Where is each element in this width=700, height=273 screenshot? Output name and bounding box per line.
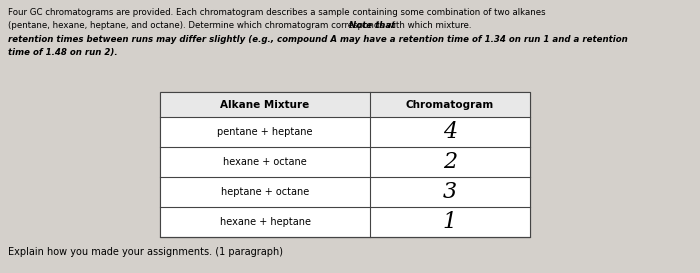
Text: pentane + heptane: pentane + heptane <box>217 127 313 137</box>
Bar <box>160 207 530 237</box>
Text: 4: 4 <box>443 121 457 143</box>
Text: Chromatogram: Chromatogram <box>406 99 494 109</box>
Text: 3: 3 <box>443 181 457 203</box>
Bar <box>160 117 530 147</box>
Text: Four GC chromatograms are provided. Each chromatogram describes a sample contain: Four GC chromatograms are provided. Each… <box>8 8 545 17</box>
Bar <box>160 177 530 207</box>
Text: (pentane, hexane, heptane, and octane). Determine which chromatogram corresponds: (pentane, hexane, heptane, and octane). … <box>8 22 475 31</box>
Text: Explain how you made your assignments. (1 paragraph): Explain how you made your assignments. (… <box>8 247 283 257</box>
Text: hexane + heptane: hexane + heptane <box>220 217 311 227</box>
Bar <box>160 92 530 237</box>
Text: Note that: Note that <box>349 22 396 31</box>
Text: 2: 2 <box>443 151 457 173</box>
Text: time of 1.48 on run 2).: time of 1.48 on run 2). <box>8 49 118 58</box>
Bar <box>160 147 530 177</box>
Text: retention times between runs may differ slightly (e.g., compound A may have a re: retention times between runs may differ … <box>8 35 628 44</box>
Text: hexane + octane: hexane + octane <box>223 157 307 167</box>
Text: 1: 1 <box>443 211 457 233</box>
Bar <box>160 92 530 237</box>
Bar <box>160 92 530 117</box>
Text: heptane + octane: heptane + octane <box>221 187 309 197</box>
Text: Alkane Mixture: Alkane Mixture <box>220 99 309 109</box>
